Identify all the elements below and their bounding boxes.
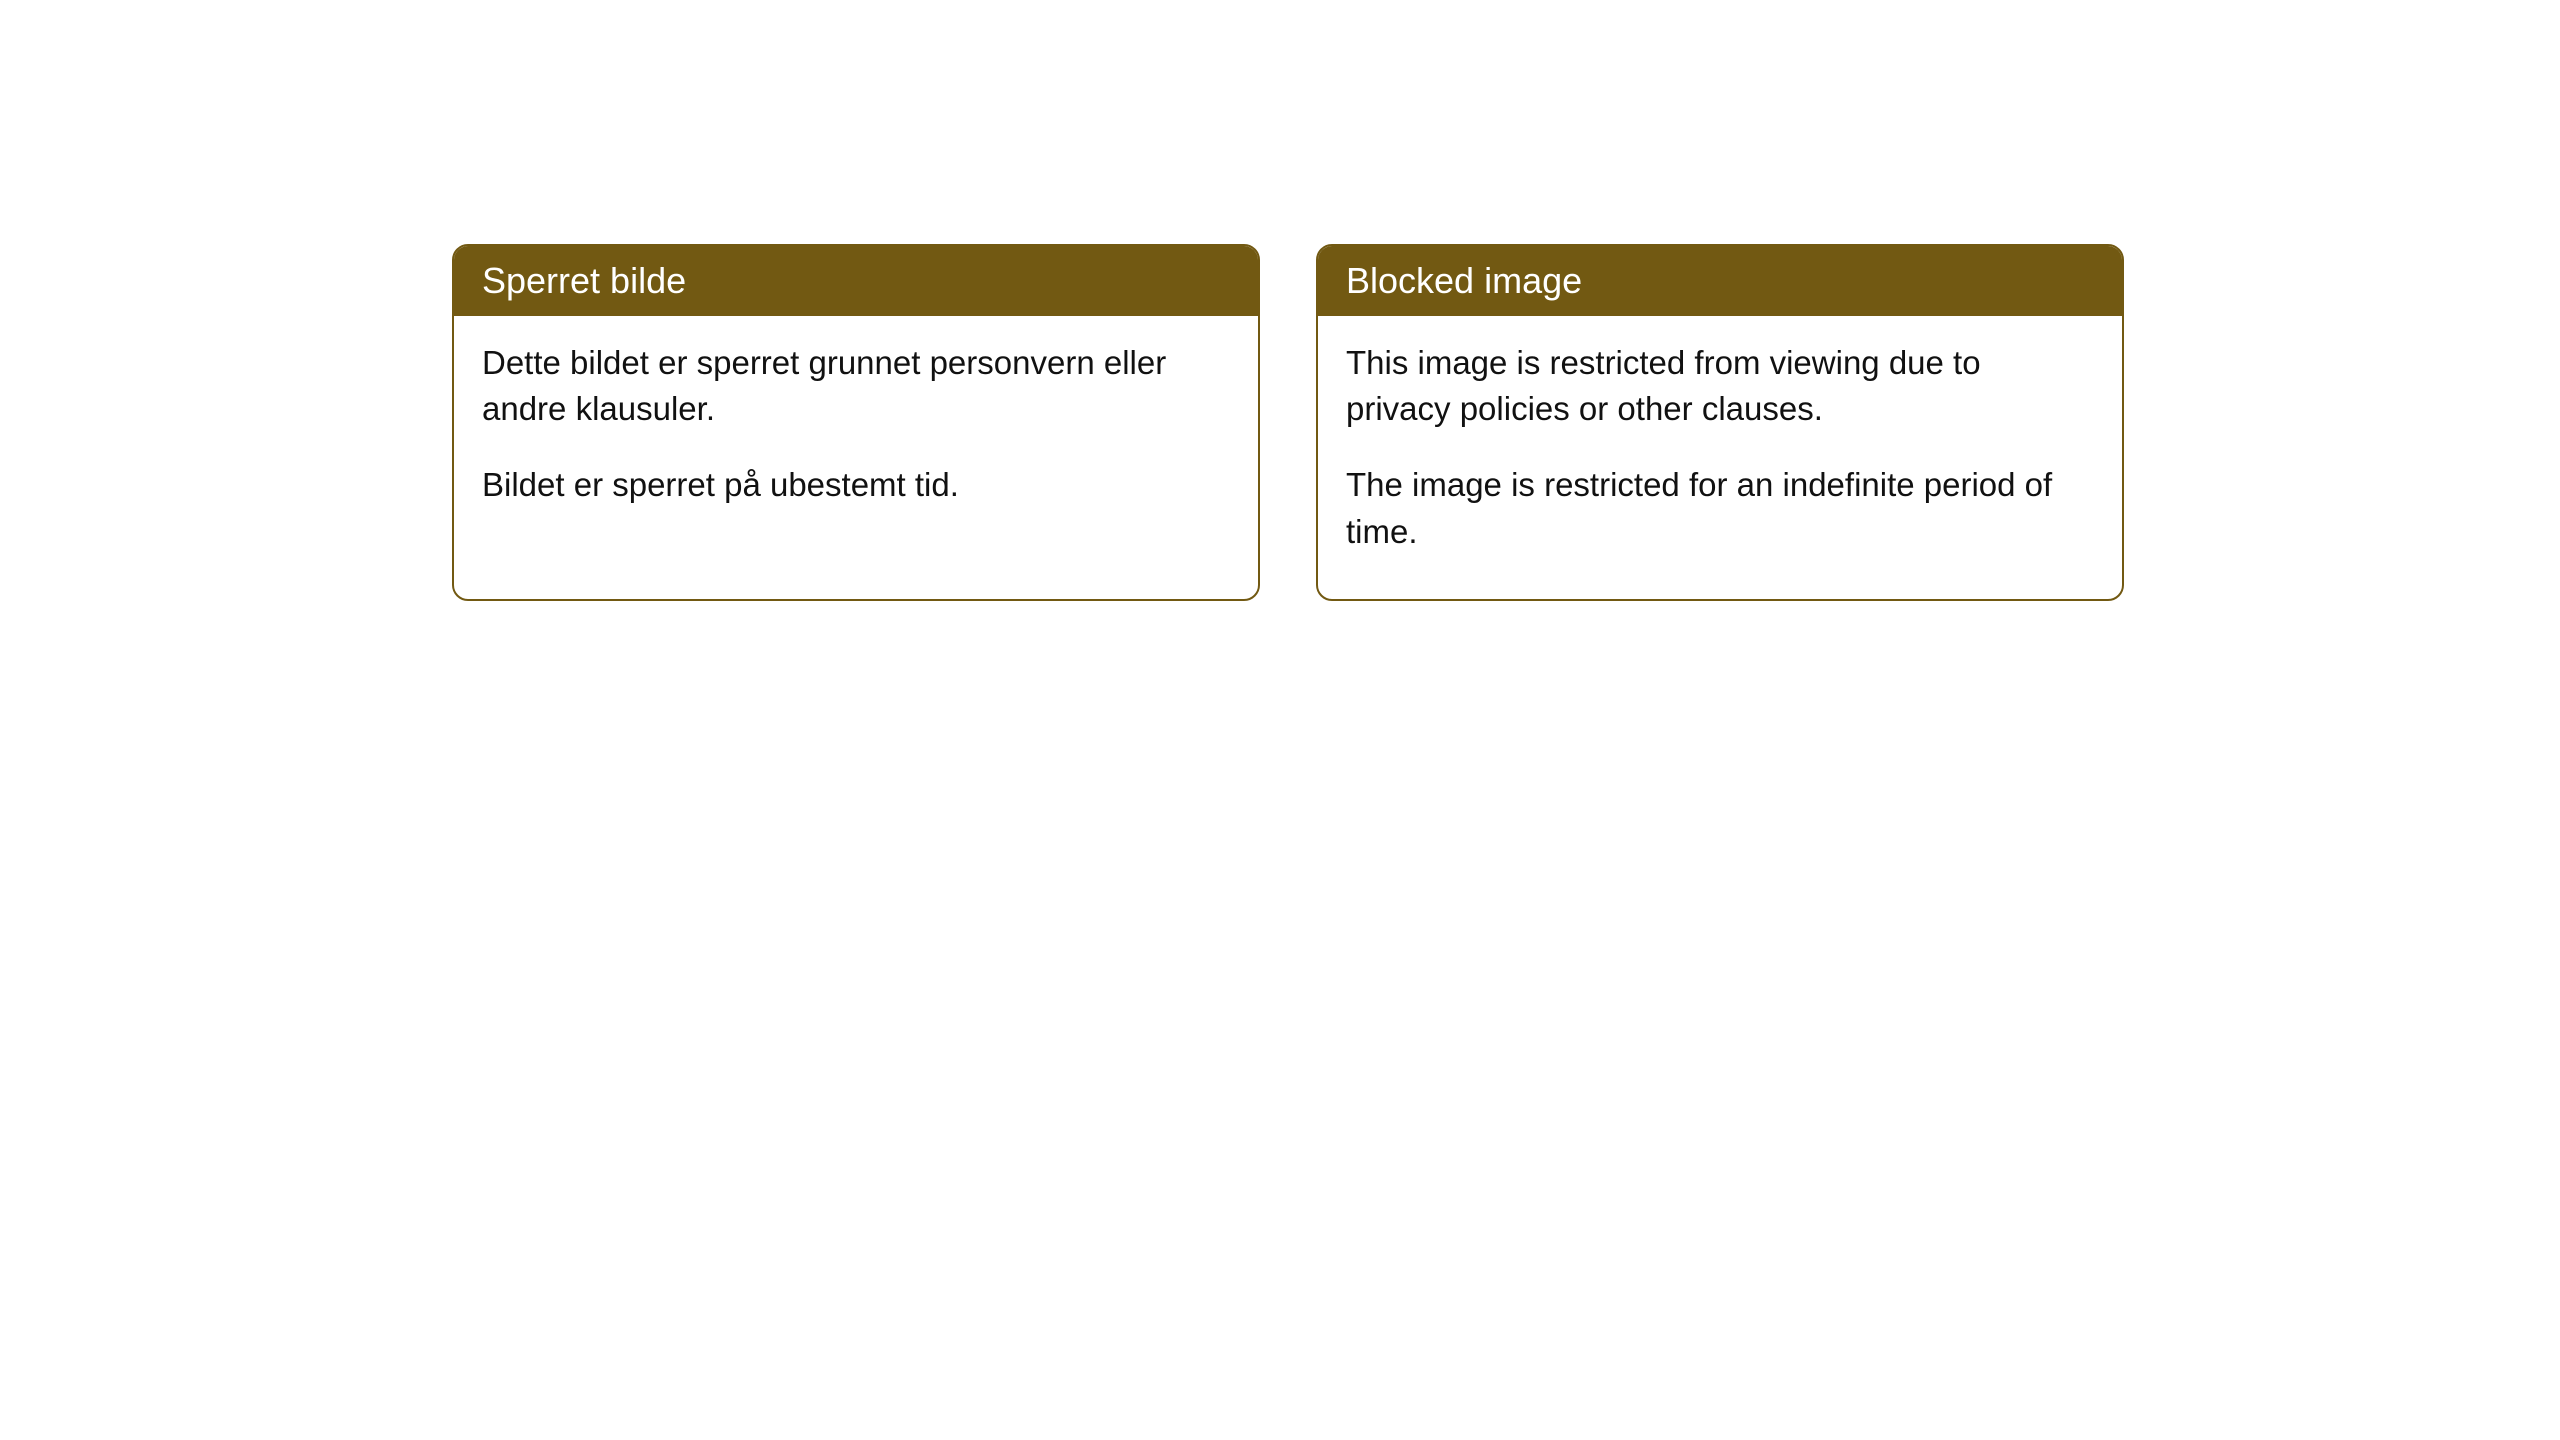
notice-cards-container: Sperret bilde Dette bildet er sperret gr… [0,0,2560,601]
card-title: Sperret bilde [454,246,1258,316]
card-body: Dette bildet er sperret grunnet personve… [454,316,1258,553]
blocked-image-card-norwegian: Sperret bilde Dette bildet er sperret gr… [452,244,1260,601]
card-paragraph: This image is restricted from viewing du… [1346,340,2094,432]
card-body: This image is restricted from viewing du… [1318,316,2122,599]
card-paragraph: Bildet er sperret på ubestemt tid. [482,462,1230,508]
card-paragraph: The image is restricted for an indefinit… [1346,462,2094,554]
blocked-image-card-english: Blocked image This image is restricted f… [1316,244,2124,601]
card-title: Blocked image [1318,246,2122,316]
card-paragraph: Dette bildet er sperret grunnet personve… [482,340,1230,432]
